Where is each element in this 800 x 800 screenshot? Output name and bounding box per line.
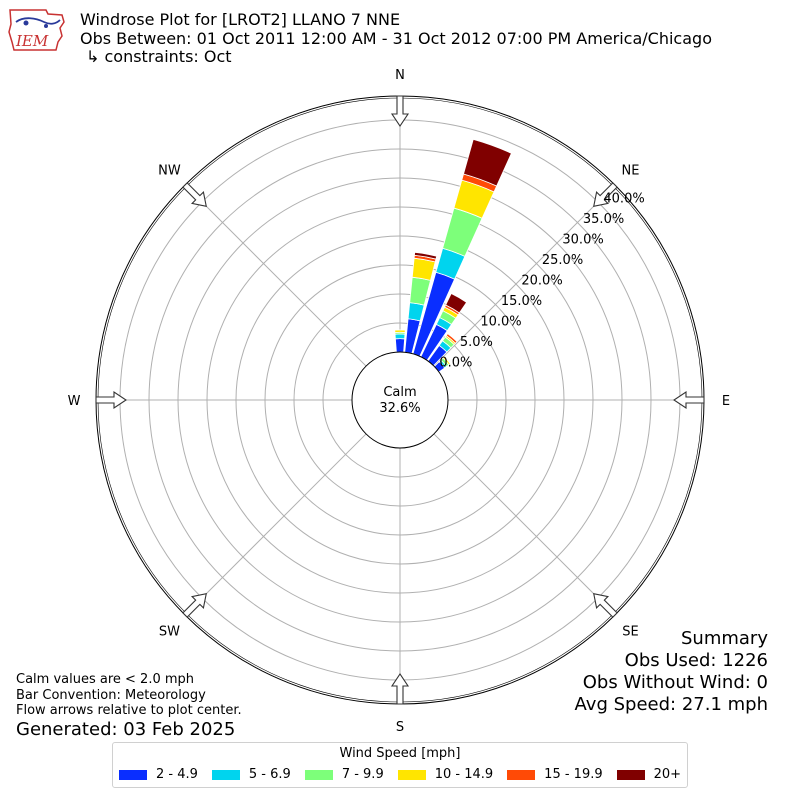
flow-arrow	[182, 593, 207, 618]
direction-label-w: W	[68, 394, 81, 409]
calm-note: Calm values are < 2.0 mph	[16, 672, 195, 687]
windrose-bar-segment	[414, 251, 438, 260]
chart-subtitle-period: Obs Between: 01 Oct 2011 12:00 AM - 31 O…	[80, 29, 712, 48]
windrose-bar-segment	[394, 333, 406, 340]
legend-label: 7 - 9.9	[341, 767, 384, 782]
legend-swatch	[119, 769, 147, 780]
flow-arrow	[390, 95, 410, 127]
grid-spoke	[433, 184, 616, 367]
summary-obs-without-wind: Obs Without Wind: 0	[582, 672, 768, 693]
radial-tick-label: 0.0%	[439, 356, 472, 371]
windrose-bar-segment	[445, 333, 458, 344]
legend-item: 15 - 19.9	[507, 767, 603, 782]
summary-panel: Summary Obs Used: 1226 Obs Without Wind:…	[575, 628, 768, 716]
generated-date: Generated: 03 Feb 2025	[16, 719, 236, 740]
legend-label: 20+	[653, 767, 682, 782]
chart-subtitle-constraints: ↳ constraints: Oct	[86, 47, 232, 66]
flow-arrow	[673, 390, 705, 410]
grid-spoke	[184, 433, 367, 616]
direction-label-sw: SW	[159, 625, 180, 640]
flow-arrow	[593, 593, 618, 618]
legend-label: 15 - 19.9	[544, 767, 603, 782]
radial-tick-label: 15.0%	[501, 294, 542, 309]
radial-tick-label: 10.0%	[480, 315, 521, 330]
calm-circle-shape	[351, 351, 449, 449]
direction-label-e: E	[722, 394, 730, 409]
legend-swatch	[616, 769, 645, 780]
flow-arrow	[593, 182, 618, 207]
legend-label: 5 - 6.9	[248, 767, 291, 782]
direction-label-ne: NE	[622, 163, 640, 178]
logo-text: IEM	[15, 32, 49, 50]
windrose-bar-segment	[445, 292, 468, 314]
legend-items: 2 - 4.9 5 - 6.9 7 - 9.9 10 - 14.9 15 - 19.9 2…	[119, 767, 695, 782]
direction-label-se: SE	[622, 625, 638, 640]
plot-notes: Calm values are < 2.0 mph Bar Convention…	[16, 672, 242, 719]
legend-title: Wind Speed [mph]	[339, 746, 461, 761]
radial-tick-label: 20.0%	[521, 274, 562, 289]
calm-label: Calm	[383, 385, 416, 400]
legend: Wind Speed [mph] 2 - 4.9 5 - 6.9 7 - 9.9 10…	[112, 742, 688, 788]
summary-title: Summary	[681, 628, 768, 649]
direction-label-s: S	[396, 720, 404, 735]
radial-tick-label: 30.0%	[562, 233, 603, 248]
legend-label: 10 - 14.9	[434, 767, 494, 782]
windrose-bar-segment	[442, 356, 451, 366]
legend-swatch	[397, 769, 426, 780]
legend-item: 20+	[616, 767, 682, 782]
windrose-bar-segment	[409, 276, 431, 306]
summary-avg-speed: Avg Speed: 27.1 mph	[574, 694, 768, 715]
chart-title: Windrose Plot for [LROT2] LLANO 7 NNE	[80, 10, 401, 29]
direction-arrows	[95, 95, 705, 705]
legend-label: 2 - 4.9	[156, 767, 198, 782]
legend-item: 5 - 6.9	[211, 767, 291, 782]
calm-value: 32.6%	[379, 401, 420, 416]
legend-swatch	[304, 769, 333, 780]
radial-tick-label: 35.0%	[583, 212, 624, 227]
grid-spoke	[184, 184, 367, 367]
legend-item: 7 - 9.9	[304, 767, 384, 782]
axis-labels: N NE E SE S SW W NW 0.0% 5.0% 10.0% 15.0% 20.0% 25.0%…	[68, 68, 731, 735]
bar-convention-note: Bar Convention: Meteorology	[16, 687, 206, 703]
radial-tick-label: 25.0%	[542, 253, 583, 268]
windrose-bar-segment	[411, 257, 436, 281]
legend-swatch	[507, 769, 536, 780]
iem-logo: IEM	[8, 9, 65, 51]
legend-item: 2 - 4.9	[119, 767, 198, 782]
flow-arrow	[182, 182, 207, 207]
grid-spoke	[433, 433, 616, 616]
windrose-bars	[394, 138, 512, 373]
windrose-bar-segment	[394, 329, 406, 333]
direction-label-n: N	[395, 68, 405, 83]
summary-obs-used: Obs Used: 1226	[624, 650, 768, 671]
legend-swatch	[211, 769, 240, 780]
legend-item: 10 - 14.9	[397, 767, 494, 782]
radial-tick-label: 40.0%	[603, 192, 644, 207]
radial-tick-label: 5.0%	[460, 335, 493, 350]
flow-arrow	[95, 390, 127, 410]
windrose-bar-segment	[463, 138, 512, 187]
windrose-bar-segment	[394, 338, 406, 353]
flow-arrows-note: Flow arrows relative to plot center.	[16, 703, 242, 718]
windrose-bar-segment	[407, 302, 425, 322]
direction-label-nw: NW	[158, 163, 181, 178]
flow-arrow	[390, 673, 410, 705]
